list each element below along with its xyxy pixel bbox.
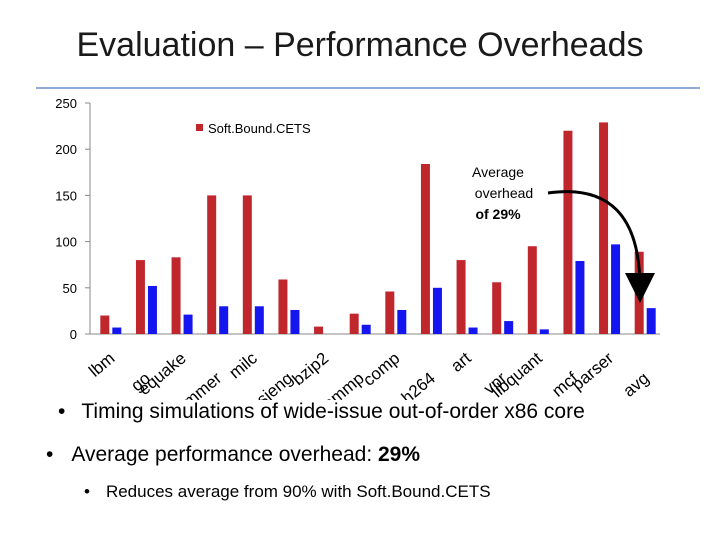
x-tick-label-comp: comp xyxy=(359,349,403,390)
bar-softbound-parser xyxy=(599,122,609,335)
bar-softbound-bzip2 xyxy=(314,326,324,334)
bar-softbound-art xyxy=(456,260,466,334)
y-tick-label: 250 xyxy=(55,96,77,111)
bar-series2-milc xyxy=(254,306,264,334)
bar-softbound-equake xyxy=(171,257,181,334)
bar-series2-comp xyxy=(397,309,407,334)
annotation-line-3: of 29% xyxy=(475,206,521,222)
bar-softbound-mcf xyxy=(563,130,573,334)
bar-softbound-sjeng xyxy=(278,279,288,334)
title-divider xyxy=(36,87,700,89)
x-tick-label-parser: parser xyxy=(568,348,617,394)
bar-softbound-libquant xyxy=(527,246,537,334)
bar-series2-equake xyxy=(183,314,193,334)
bar-softbound-vpr xyxy=(492,282,502,334)
bar-series2-h264 xyxy=(432,287,442,334)
annotation-arrow xyxy=(547,190,655,303)
annotation-line-2: overhead xyxy=(475,185,533,201)
x-tick-label-h264: h264 xyxy=(398,369,439,400)
bar-softbound-milc xyxy=(242,195,252,334)
bullet-reduces: • Reduces average from 90% with Soft.Boun… xyxy=(84,482,491,501)
y-tick-label: 200 xyxy=(55,142,77,157)
bar-series2-mcf xyxy=(575,261,585,334)
bar-series2-art xyxy=(468,327,478,334)
bullet-timing: • Timing simulations of wide-issue out-of… xyxy=(58,400,585,423)
x-tick-label-milc: milc xyxy=(226,348,262,382)
x-tick-label-hmmer: hmmer xyxy=(173,368,226,400)
bullet-average: • Average performance overhead: 29% xyxy=(46,443,421,466)
bar-series2-sjeng xyxy=(290,309,300,334)
legend-swatch xyxy=(196,124,203,131)
bar-softbound-ammp xyxy=(349,313,359,334)
bar-series2-lbm xyxy=(112,327,122,334)
slide-title: Evaluation – Performance Overheads xyxy=(76,26,644,64)
bar-series2-libquant xyxy=(539,329,549,334)
x-tick-label-avg: avg xyxy=(620,369,653,400)
bar-softbound-hmmer xyxy=(207,195,217,334)
bar-series2-vpr xyxy=(504,321,514,334)
legend-label: Soft.Bound.CETS xyxy=(208,121,311,136)
x-tick-label-bzip2: bzip2 xyxy=(289,349,332,390)
x-tick-label-art: art xyxy=(447,348,475,375)
y-tick-label: 0 xyxy=(70,327,77,342)
bar-softbound-comp xyxy=(385,291,395,334)
y-tick-label: 100 xyxy=(55,235,77,250)
bar-series2-ammp xyxy=(361,324,371,334)
y-tick-label: 50 xyxy=(63,281,77,296)
bar-series2-hmmer xyxy=(219,306,229,334)
bar-series2-go xyxy=(147,285,157,334)
bar-series2-parser xyxy=(611,244,621,334)
x-tick-label-lbm: lbm xyxy=(85,349,118,381)
bar-series2-avg xyxy=(646,308,656,334)
y-tick-label: 150 xyxy=(55,188,77,203)
bar-softbound-go xyxy=(135,260,145,334)
bar-softbound-lbm xyxy=(100,315,110,334)
annotation-line-1: Average xyxy=(472,164,524,180)
bar-softbound-h264 xyxy=(420,163,430,334)
